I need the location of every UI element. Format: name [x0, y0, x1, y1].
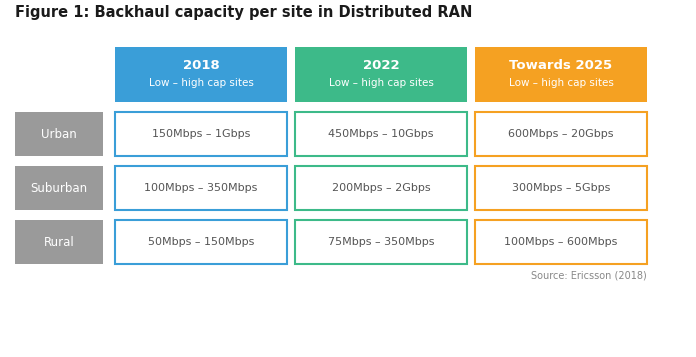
FancyBboxPatch shape	[115, 47, 287, 102]
Text: Low – high cap sites: Low – high cap sites	[148, 79, 253, 89]
Text: 450Mbps – 10Gbps: 450Mbps – 10Gbps	[329, 129, 434, 139]
Text: Low – high cap sites: Low – high cap sites	[509, 79, 613, 89]
FancyBboxPatch shape	[15, 112, 103, 156]
FancyBboxPatch shape	[475, 112, 647, 156]
FancyBboxPatch shape	[15, 220, 103, 264]
Text: Low – high cap sites: Low – high cap sites	[329, 79, 434, 89]
Text: Source: Ericsson (2018): Source: Ericsson (2018)	[531, 270, 647, 280]
FancyBboxPatch shape	[295, 220, 467, 264]
FancyBboxPatch shape	[295, 47, 467, 102]
Text: 600Mbps – 20Gbps: 600Mbps – 20Gbps	[508, 129, 614, 139]
FancyBboxPatch shape	[15, 166, 103, 210]
Text: Urban: Urban	[41, 127, 77, 141]
FancyBboxPatch shape	[295, 112, 467, 156]
FancyBboxPatch shape	[115, 220, 287, 264]
Text: 100Mbps – 350Mbps: 100Mbps – 350Mbps	[144, 183, 258, 193]
FancyBboxPatch shape	[295, 166, 467, 210]
FancyBboxPatch shape	[475, 166, 647, 210]
Text: 100Mbps – 600Mbps: 100Mbps – 600Mbps	[505, 237, 617, 247]
Text: 75Mbps – 350Mbps: 75Mbps – 350Mbps	[328, 237, 434, 247]
Text: 200Mbps – 2Gbps: 200Mbps – 2Gbps	[332, 183, 430, 193]
FancyBboxPatch shape	[475, 47, 647, 102]
Text: Suburban: Suburban	[31, 181, 88, 195]
FancyBboxPatch shape	[115, 112, 287, 156]
Text: Rural: Rural	[44, 236, 74, 248]
Text: 300Mbps – 5Gbps: 300Mbps – 5Gbps	[512, 183, 610, 193]
Text: 50Mbps – 150Mbps: 50Mbps – 150Mbps	[148, 237, 254, 247]
Text: Figure 1: Backhaul capacity per site in Distributed RAN: Figure 1: Backhaul capacity per site in …	[15, 5, 473, 20]
Text: 2018: 2018	[182, 59, 219, 72]
FancyBboxPatch shape	[475, 220, 647, 264]
Text: Towards 2025: Towards 2025	[509, 59, 612, 72]
Text: 150Mbps – 1Gbps: 150Mbps – 1Gbps	[152, 129, 250, 139]
FancyBboxPatch shape	[115, 166, 287, 210]
Text: 2022: 2022	[363, 59, 400, 72]
